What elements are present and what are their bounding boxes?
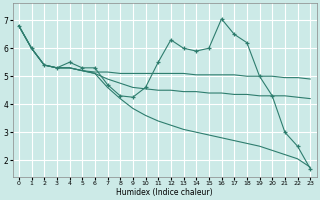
X-axis label: Humidex (Indice chaleur): Humidex (Indice chaleur) — [116, 188, 213, 197]
